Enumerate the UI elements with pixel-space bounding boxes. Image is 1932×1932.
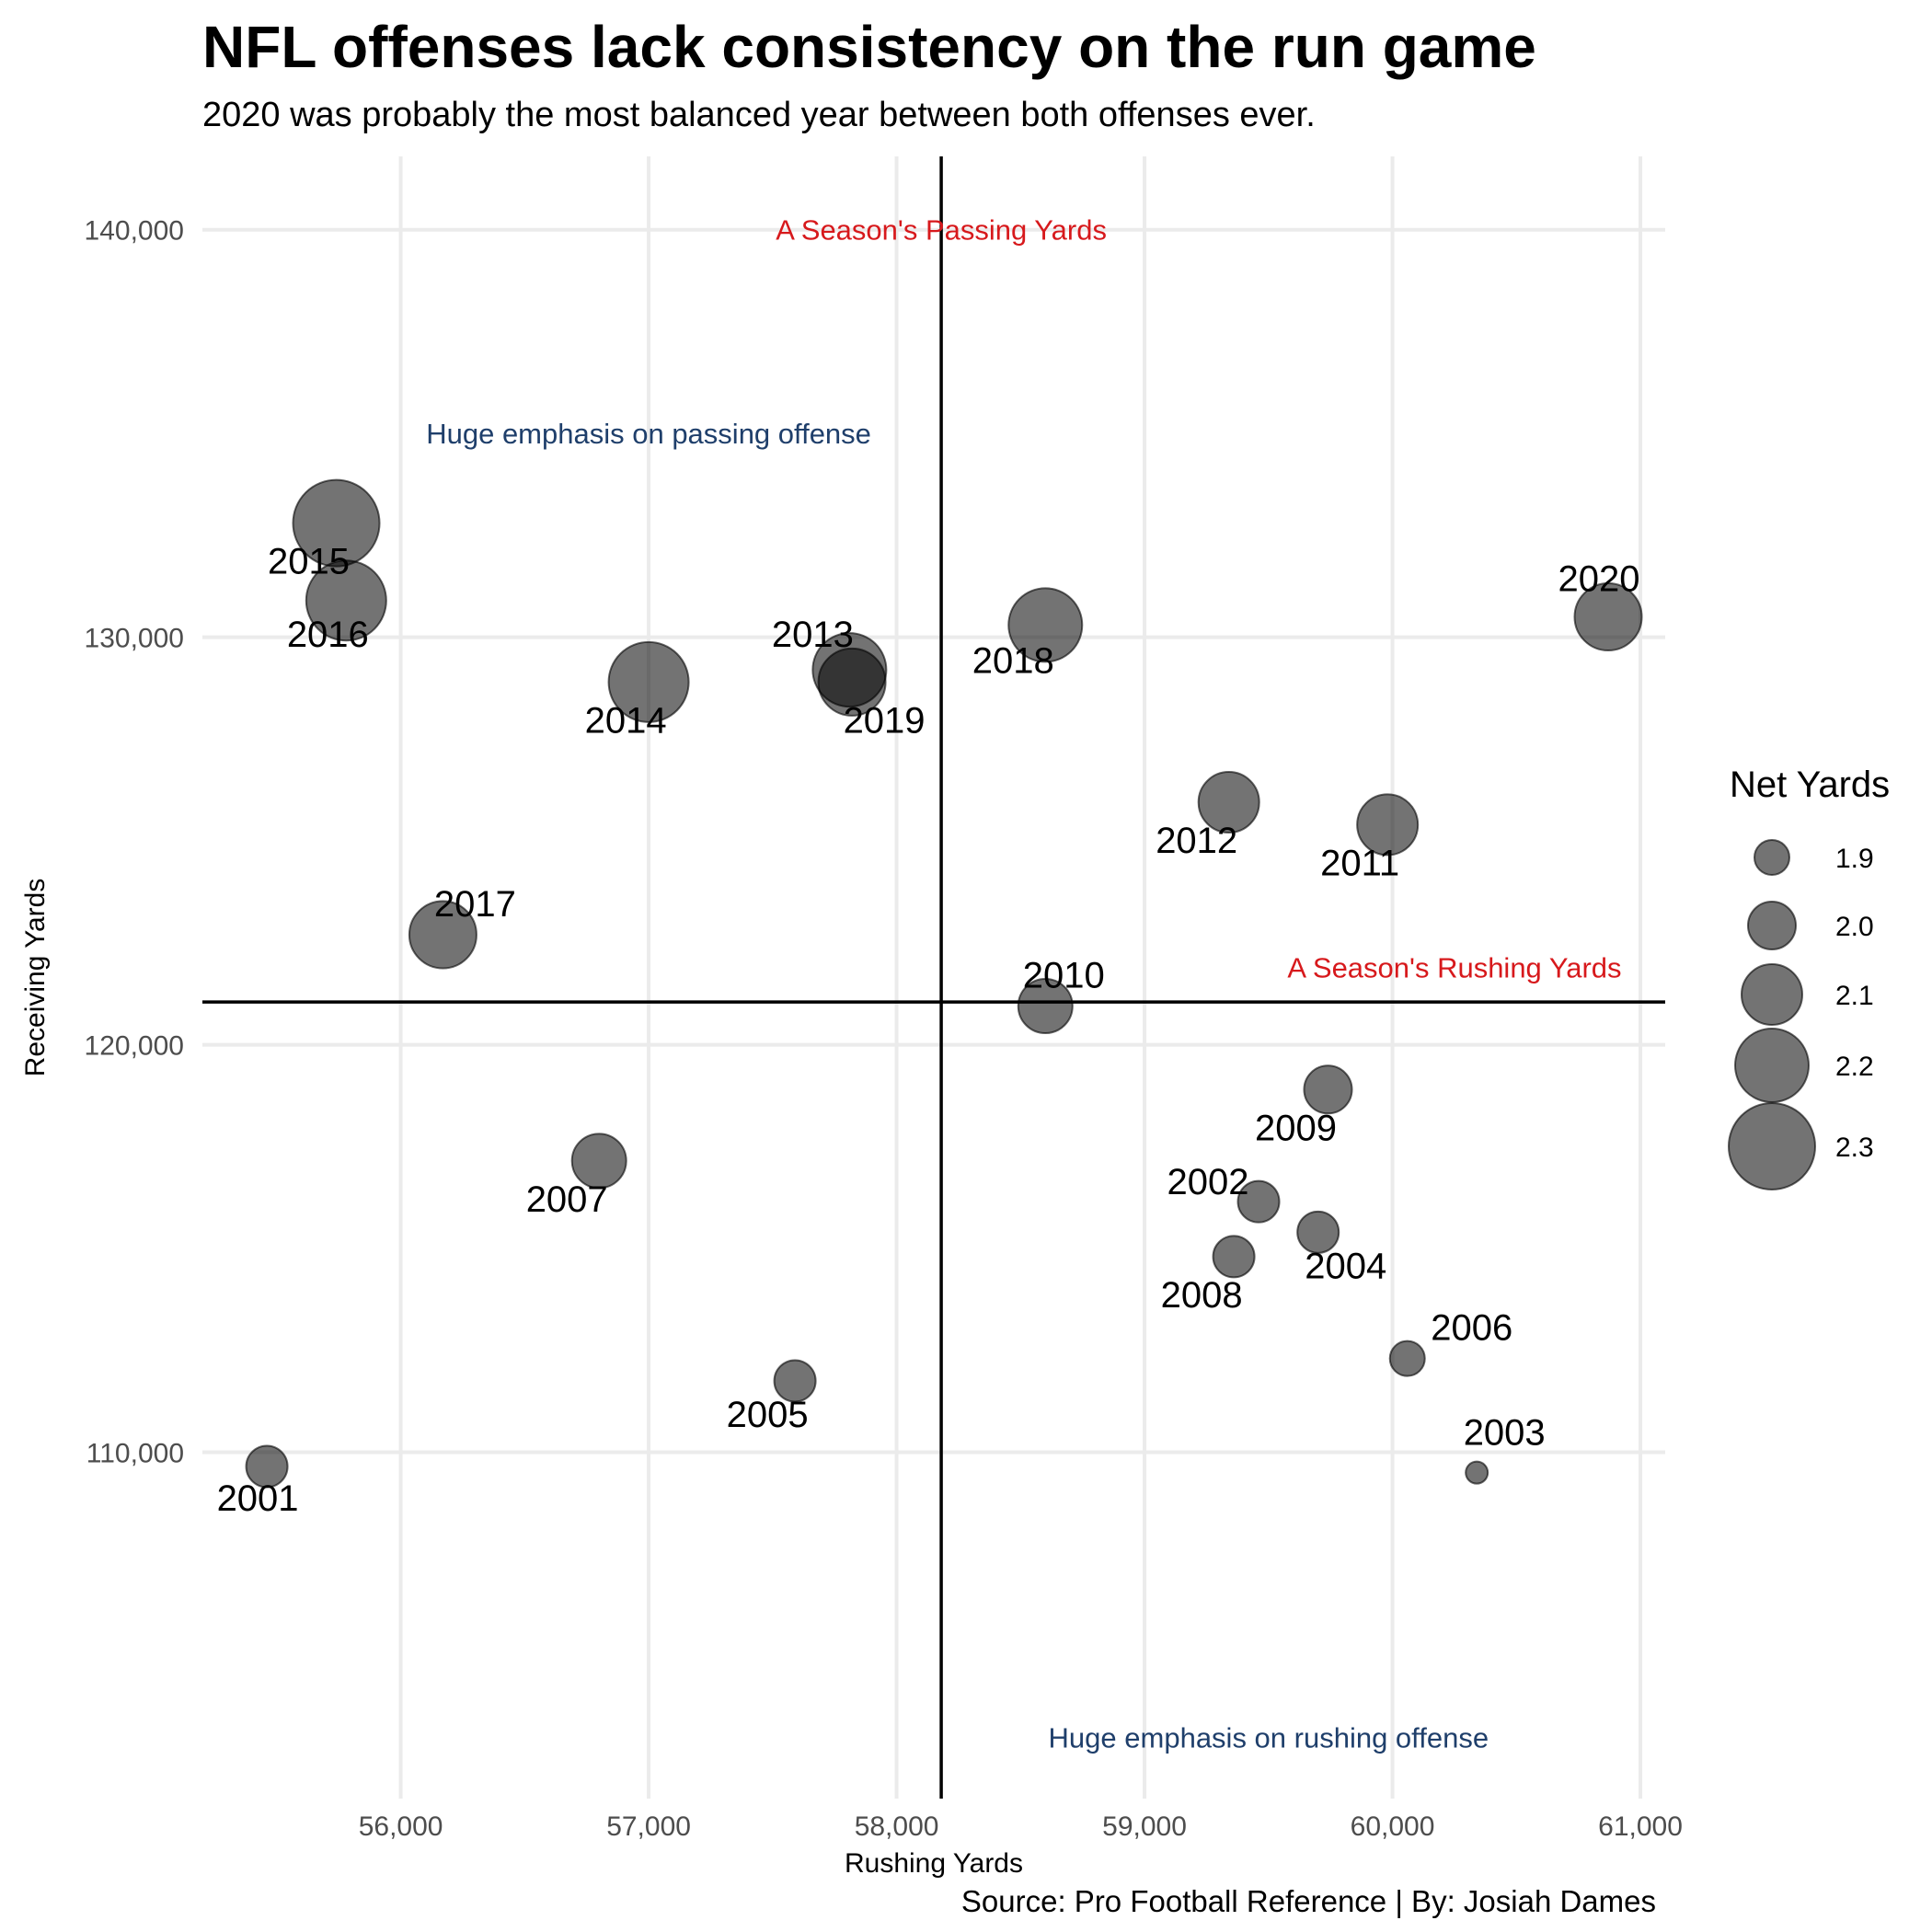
- point-label-2013: 2013: [772, 615, 854, 655]
- point-label-2006: 2006: [1431, 1308, 1512, 1349]
- rushing-emphasis-annotation: Huge emphasis on rushing offense: [1049, 1722, 1489, 1754]
- point-label-2002: 2002: [1167, 1162, 1249, 1202]
- point-2002: [1236, 1179, 1281, 1224]
- point-2016: [305, 559, 387, 642]
- y-axis-title: Receiving Yards: [20, 879, 51, 1077]
- axis-layer: 56,000 57,000 58,000 59,000 60,000 61,000 110,…: [20, 216, 1683, 1879]
- y-tick-label: 140,000: [85, 216, 184, 247]
- point-2009: [1303, 1064, 1353, 1115]
- point-label-2009: 2009: [1255, 1108, 1337, 1148]
- point-2017: [408, 900, 477, 970]
- x-tick-label: 57,000: [606, 1811, 691, 1842]
- point-2012: [1197, 771, 1260, 834]
- y-tick-label: 130,000: [85, 624, 184, 654]
- passing-yards-annotation: A Season's Passing Yards: [776, 214, 1107, 247]
- legend-key-2.2: [1734, 1028, 1810, 1103]
- point-2020: [1573, 582, 1643, 652]
- point-label-2014: 2014: [585, 700, 667, 741]
- legend-label-2.2: 2.2: [1835, 1052, 1874, 1082]
- legend-label-2.3: 2.3: [1835, 1133, 1874, 1163]
- legend-key-2.3: [1728, 1102, 1816, 1190]
- grid-layer: [202, 156, 1665, 1799]
- legend-key-2.1: [1741, 963, 1803, 1026]
- rushing-yards-annotation: A Season's Rushing Yards: [1287, 951, 1621, 983]
- point-2007: [570, 1133, 627, 1190]
- point-label-2015: 2015: [268, 542, 350, 582]
- reference-lines: [202, 156, 1665, 1799]
- legend-key-2.0: [1747, 901, 1797, 950]
- points-layer: [245, 478, 1643, 1489]
- legend-label-2.1: 2.1: [1835, 981, 1874, 1011]
- point-labels-layer: 2001 2002 2003 2004 2005 2006 2007 2008 2009 2010…: [217, 542, 1640, 1519]
- x-tick-label: 60,000: [1351, 1811, 1435, 1842]
- point-label-2008: 2008: [1161, 1275, 1243, 1316]
- x-tick-label: 56,000: [359, 1811, 443, 1842]
- point-2011: [1356, 793, 1420, 857]
- x-axis-title: Rushing Yards: [845, 1848, 1023, 1879]
- point-2014: [607, 640, 690, 723]
- chart-title: NFL offenses lack consistency on the run…: [202, 14, 1536, 80]
- point-2018: [1007, 587, 1084, 663]
- y-tick-label: 110,000: [86, 1439, 184, 1469]
- point-2004: [1296, 1210, 1340, 1254]
- x-tick-label: 59,000: [1102, 1811, 1187, 1842]
- point-label-2016: 2016: [287, 615, 369, 655]
- point-label-2018: 2018: [972, 640, 1054, 681]
- point-label-2012: 2012: [1156, 821, 1237, 861]
- point-2019: [817, 647, 887, 717]
- point-2005: [773, 1359, 817, 1403]
- point-label-2003: 2003: [1464, 1413, 1546, 1454]
- passing-emphasis-annotation: Huge emphasis on passing offense: [426, 418, 871, 450]
- y-tick-label: 120,000: [85, 1031, 184, 1062]
- legend-title: Net Yards: [1730, 765, 1890, 805]
- legend-label-1.9: 1.9: [1835, 844, 1874, 874]
- point-label-2010: 2010: [1023, 956, 1105, 996]
- point-2003: [1465, 1460, 1489, 1485]
- chart-caption: Source: Pro Football Reference | By: Jos…: [960, 1884, 1656, 1918]
- point-label-2001: 2001: [217, 1478, 299, 1519]
- point-2006: [1388, 1340, 1426, 1377]
- point-label-2011: 2011: [1320, 843, 1399, 883]
- x-tick-label: 61,000: [1598, 1811, 1683, 1842]
- point-2001: [245, 1444, 289, 1489]
- point-label-2005: 2005: [727, 1395, 809, 1435]
- annotations-layer: A Season's Passing Yards A Season's Rushi…: [426, 214, 1621, 1754]
- point-label-2017: 2017: [434, 884, 516, 925]
- size-legend: Net Yards 1.9 2.0 2.1 2.2 2.3: [1728, 765, 1890, 1190]
- point-label-2007: 2007: [526, 1179, 608, 1220]
- legend-key-1.9: [1754, 839, 1790, 876]
- point-label-2020: 2020: [1558, 559, 1640, 600]
- legend-label-2.0: 2.0: [1835, 912, 1874, 942]
- point-2010: [1017, 978, 1074, 1035]
- point-label-2019: 2019: [844, 700, 926, 741]
- x-tick-label: 58,000: [855, 1811, 939, 1842]
- point-2008: [1212, 1235, 1256, 1279]
- chart-subtitle: 2020 was probably the most balanced year…: [202, 96, 1316, 134]
- point-label-2004: 2004: [1305, 1246, 1386, 1286]
